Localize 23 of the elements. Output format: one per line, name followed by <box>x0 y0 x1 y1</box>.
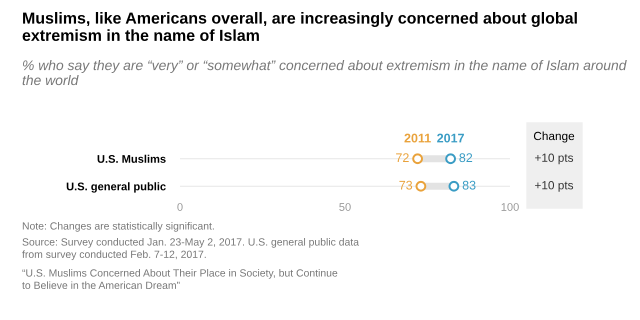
series-label: 2011 <box>404 134 431 143</box>
x-tick-label: 100 <box>502 203 519 211</box>
y-tick-label: U.S. general public <box>66 182 166 193</box>
source-note: Source: Survey conducted Jan. 23-May 2, 2017. U.S. general public data from survey conducted Feb. 7-12, 2017. <box>22 238 360 260</box>
data-label: 82 <box>459 153 472 162</box>
data-label: 73 <box>399 180 412 190</box>
point <box>445 153 456 164</box>
point <box>412 153 423 164</box>
x-tick-label: 50 <box>339 203 351 211</box>
data-label: 83 <box>462 180 476 190</box>
point <box>448 180 460 192</box>
text: Change <box>534 131 574 142</box>
text: +10 pts <box>535 154 574 164</box>
point <box>416 180 426 192</box>
series-label: 2017 <box>437 134 464 143</box>
text: “U.S. Muslims Concerned About Their Place in Society, but Continue to Believe in the American Dream” <box>22 269 338 290</box>
chart-title: Muslims, like Americans overall, are increasingly concerned about global extremism in the name of Islam <box>22 12 577 42</box>
text: +10 pts <box>535 181 574 192</box>
x-tick-label: 0 <box>177 203 183 211</box>
chart-subtitle: % who say they are “very” or “somewhat” concerned about extremism in the name of Islam around the world <box>22 60 627 86</box>
y-tick-label: U.S. Muslims <box>98 154 166 163</box>
data-label: 72 <box>396 153 409 162</box>
text: Note: Changes are statistically significant. <box>22 222 214 232</box>
